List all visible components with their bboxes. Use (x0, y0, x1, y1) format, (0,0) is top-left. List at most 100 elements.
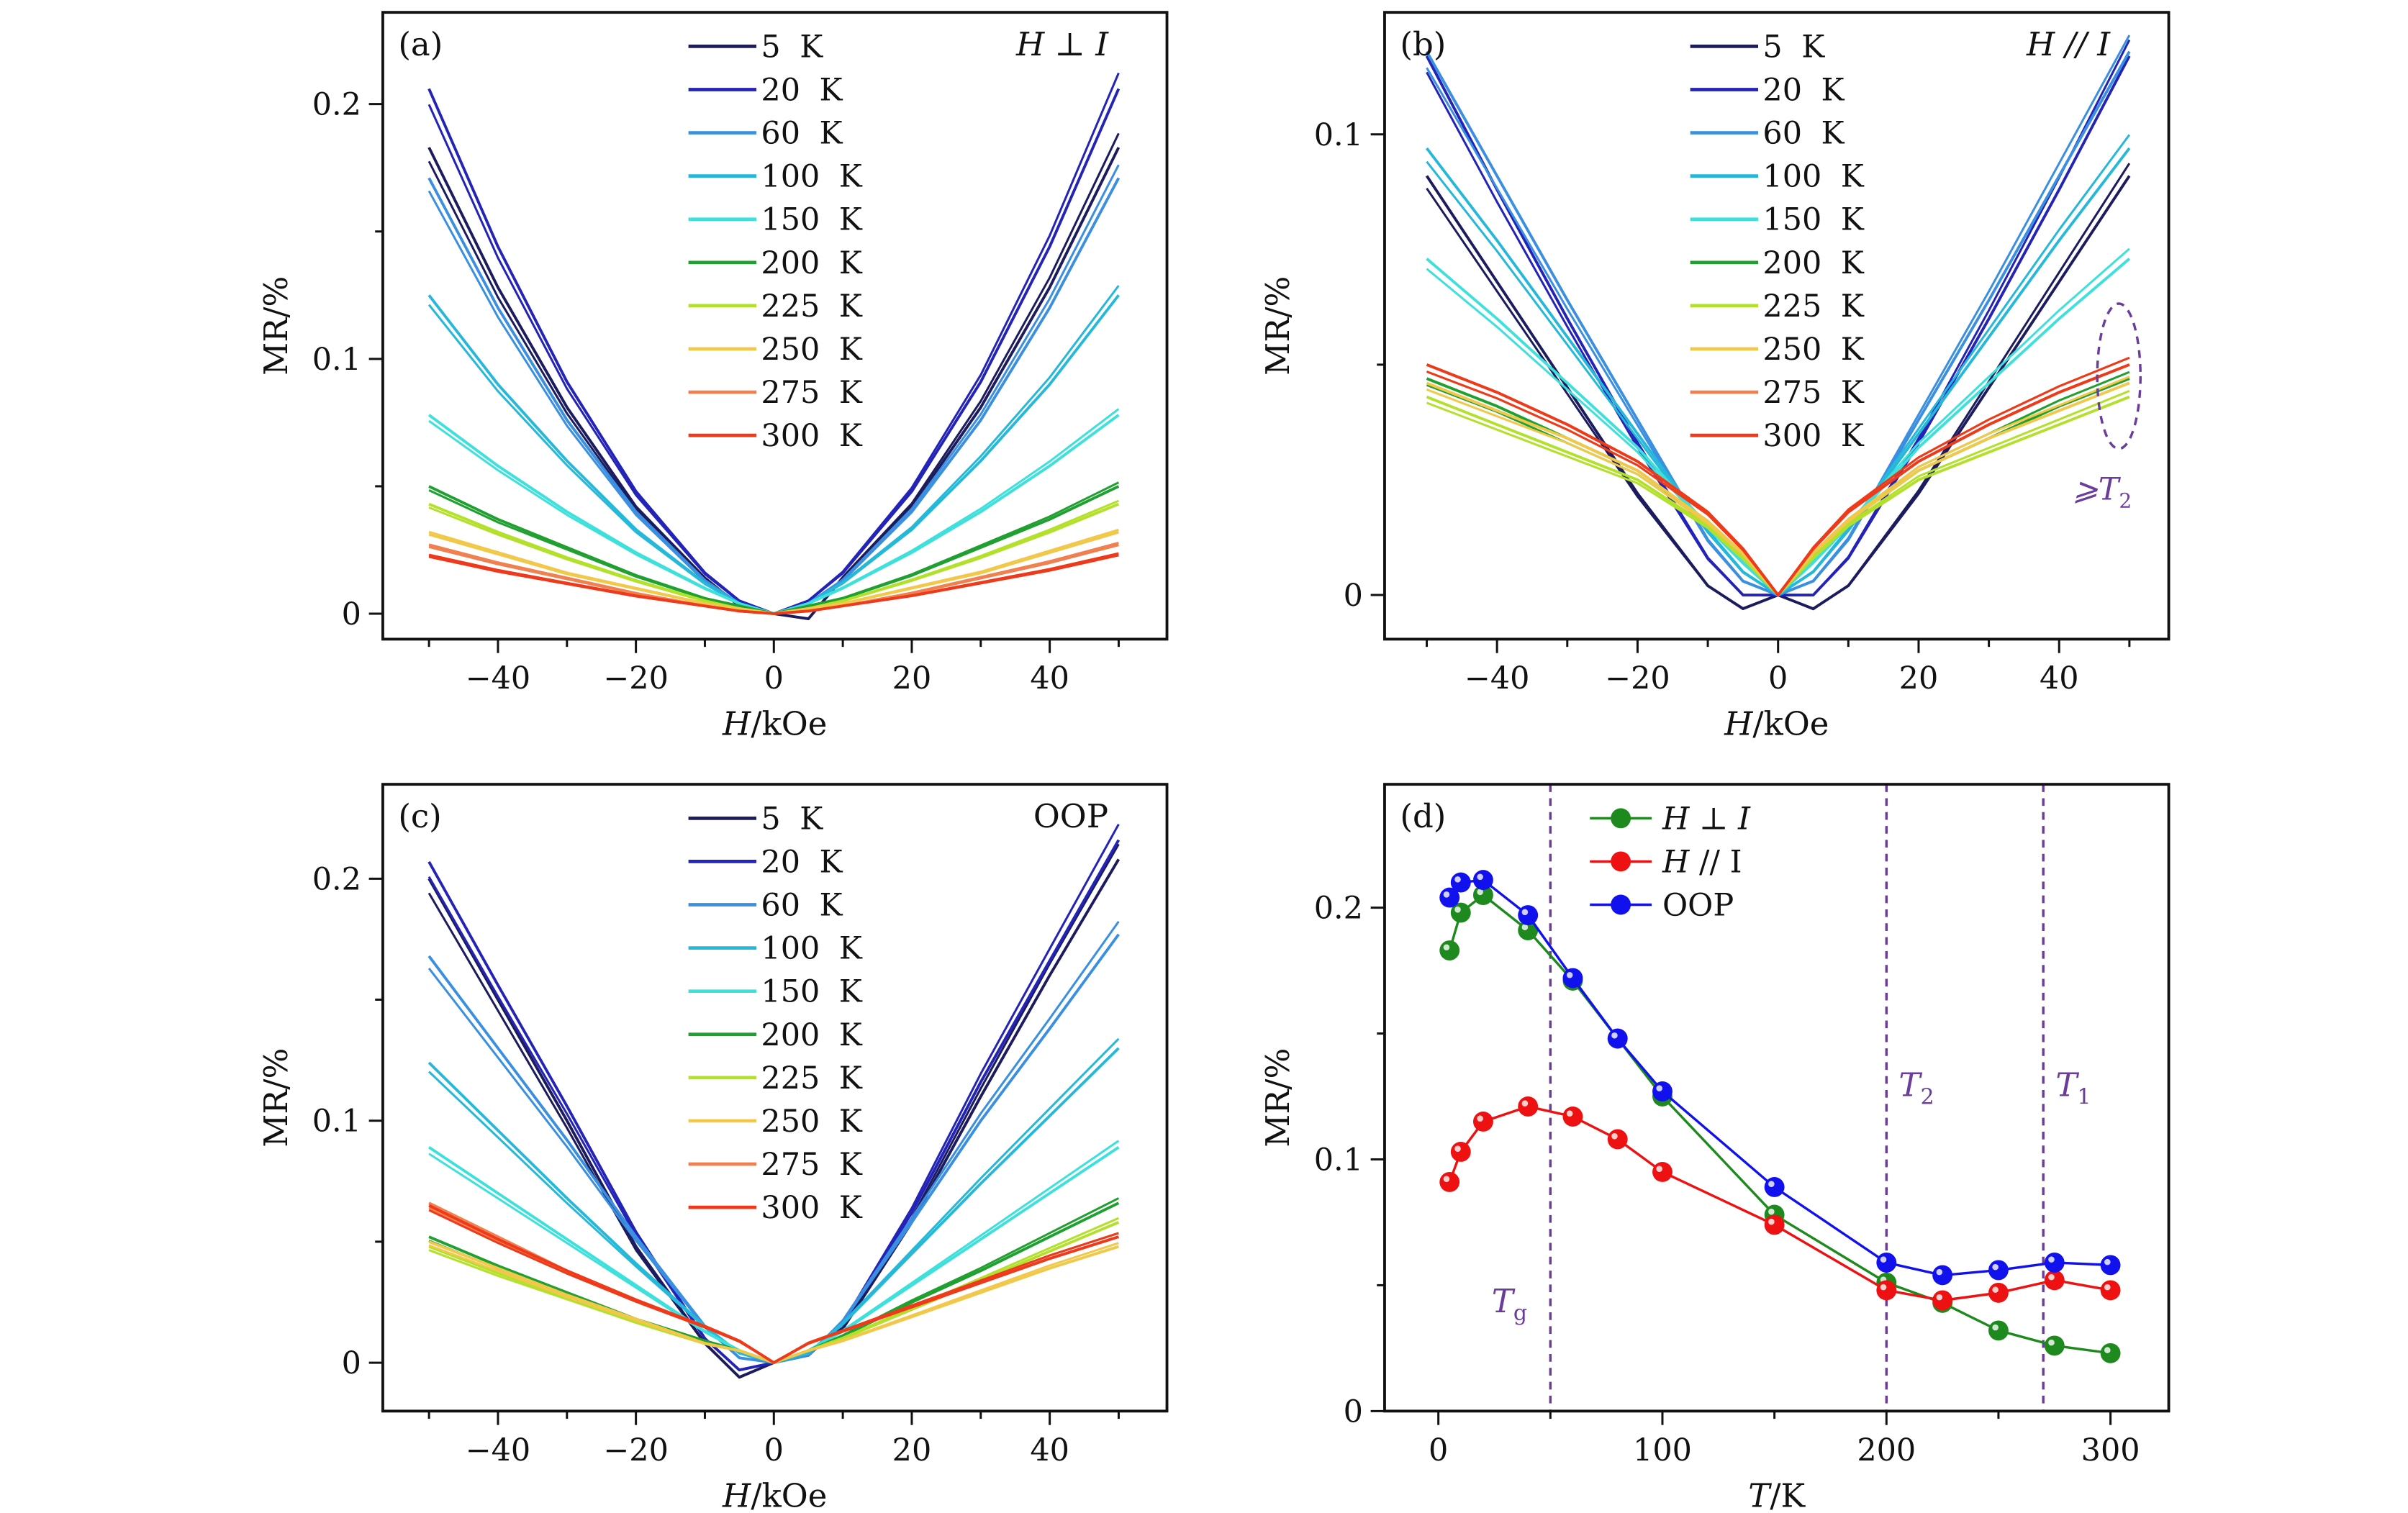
transition-subscript: g (1513, 1301, 1527, 1326)
legend-label: 250 K (761, 1104, 862, 1140)
transition-label: T1 (2055, 1066, 2091, 1110)
legend-label: 150 K (1762, 202, 1864, 238)
data-point-highlight (1768, 1218, 1775, 1225)
x-tick-label: 20 (1899, 660, 1939, 696)
x-tick-label: 40 (1030, 1432, 1069, 1468)
legend-marker (1611, 851, 1631, 872)
x-axis-variable: T (1748, 1476, 1772, 1513)
y-tick-label: 0 (1344, 1394, 1363, 1430)
data-point (1988, 1320, 2009, 1341)
plot-frame (1383, 11, 2171, 641)
legend-label: H ⊥ I (1662, 801, 1751, 837)
panel-c: −40 −20 0 20 40 0 0.1 0.2 H/kOe MR/% (c) OOP 5 K 20 K… (257, 783, 1169, 1513)
y-tick-label: 0.2 (312, 861, 361, 897)
data-point-highlight (1521, 1100, 1529, 1107)
x-axis-unit: /kOe (1752, 704, 1829, 742)
x-tick-label: 0 (1429, 1432, 1448, 1468)
legend-label: 275 K (1762, 375, 1864, 411)
data-point-highlight (1936, 1268, 1943, 1276)
highlight-ellipse (2096, 302, 2142, 450)
x-tick-label: 0 (764, 660, 784, 696)
data-point (1518, 1096, 1539, 1117)
data-point-highlight (1443, 891, 1450, 898)
x-axis-variable: H (1724, 704, 1754, 742)
legend-label: 20 K (761, 72, 843, 108)
panel-label: (a) (398, 25, 443, 63)
data-point-highlight (2048, 1256, 2055, 1263)
data-point (2100, 1342, 2121, 1363)
legend-label: 150 K (761, 974, 862, 1010)
data-point-highlight (1454, 906, 1461, 913)
x-tick-label: −20 (603, 660, 668, 696)
x-axis-label: H/kOe (722, 704, 827, 742)
data-point-highlight (1992, 1286, 1999, 1293)
y-tick-label: 0.1 (312, 342, 361, 378)
series-line-sweep (428, 1209, 1119, 1364)
series-line-275-k (428, 543, 1119, 615)
data-point-highlight (1566, 1110, 1573, 1117)
transition-symbol: T (2055, 1066, 2079, 1104)
series-line-h-i (1448, 894, 2111, 1355)
series-group (427, 823, 1121, 1379)
series-line-sweep (428, 1217, 1119, 1364)
annotation-text: ⩾T (2073, 472, 2122, 508)
legend-var: H (1662, 801, 1690, 837)
legend-label: 200 K (761, 1017, 862, 1053)
data-point (1652, 1081, 1673, 1101)
panel-label: (b) (1400, 25, 1446, 63)
data-point-highlight (1443, 1176, 1450, 1182)
x-axis-unit: /kOe (751, 1476, 827, 1513)
series-line-225-k (428, 1221, 1120, 1364)
x-tick-label: 40 (1030, 660, 1069, 696)
data-point-highlight (1880, 1256, 1887, 1263)
data-point-highlight (1443, 944, 1450, 951)
transition-subscript: 1 (2077, 1084, 2091, 1109)
series-group (1425, 35, 2131, 611)
data-point (1439, 940, 1460, 961)
x-tick-label: 200 (1857, 1432, 1916, 1468)
legend: 5 K 20 K 60 K 100 K 150 K 200 K 225 K 250 K 275 … (1690, 29, 1865, 454)
data-point-highlight (1992, 1324, 1999, 1331)
legend-label: H // I (1662, 844, 1742, 880)
x-tick-label: 20 (892, 660, 932, 696)
data-point (1932, 1290, 1953, 1311)
data-point-highlight (1521, 924, 1529, 931)
legend-label: 100 K (761, 931, 862, 967)
y-tick-label: 0 (342, 1345, 361, 1381)
y-axis-label: MR/% (1259, 276, 1297, 376)
legend: H ⊥ I H // I OOP (1590, 801, 1751, 924)
x-tick-label: 0 (764, 1432, 784, 1468)
data-point (2100, 1255, 2121, 1276)
data-point (2044, 1252, 2065, 1273)
data-point-highlight (2048, 1273, 2055, 1281)
x-tick-label: −20 (1605, 660, 1670, 696)
legend-text: OOP (1662, 888, 1734, 924)
y-tick-label: 0.1 (312, 1104, 361, 1140)
data-point-highlight (2104, 1283, 2111, 1291)
x-tick-label: 40 (2040, 660, 2079, 696)
data-point (1764, 1214, 1785, 1235)
legend-label: 5 K (761, 801, 823, 837)
legend-label: 225 K (1762, 288, 1864, 324)
series-line-sweep (428, 552, 1119, 615)
data-point-highlight (1454, 1145, 1461, 1152)
legend: 5 K 20 K 60 K 100 K 150 K 200 K 225 K 250 K 275 … (688, 801, 863, 1226)
legend-text: ⊥ (1689, 801, 1738, 837)
data-point (1607, 1028, 1628, 1049)
legend-marker (1611, 808, 1631, 829)
legend-label: 225 K (761, 1060, 862, 1096)
series-line-sweep (428, 499, 1119, 615)
legend-label: OOP (1662, 888, 1734, 924)
data-point (1652, 1162, 1673, 1182)
x-axis-label: H/kOe (722, 1476, 827, 1513)
series-line-sweep (1426, 356, 2130, 596)
data-point-highlight (1936, 1294, 1943, 1301)
y-tick-label: 0.2 (312, 87, 361, 123)
data-point-highlight (1611, 1132, 1618, 1140)
series-group (427, 72, 1121, 621)
data-point-highlight (2104, 1258, 2111, 1266)
transition-subscript: 2 (1920, 1084, 1934, 1109)
x-axis-unit: /K (1770, 1476, 1806, 1513)
